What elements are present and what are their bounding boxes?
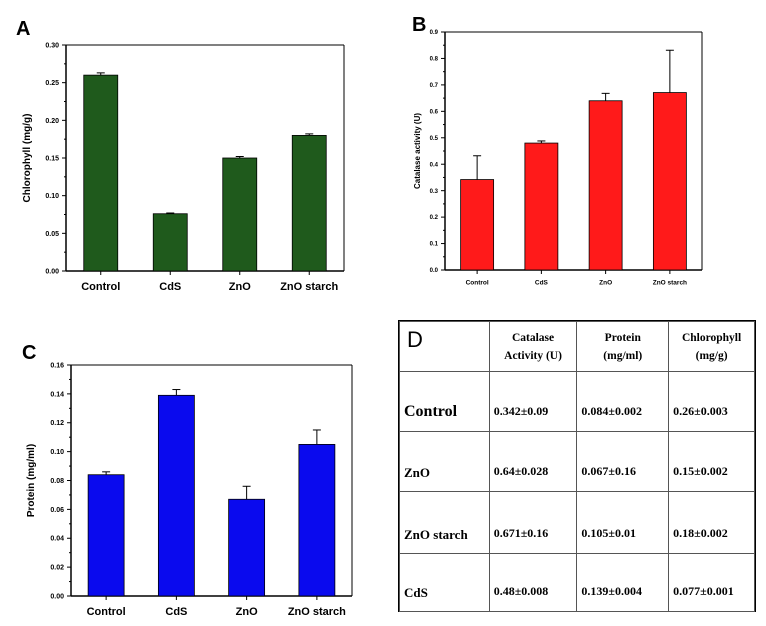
- y-tick-label: 0.08: [50, 478, 64, 485]
- bar-zno: [588, 100, 623, 271]
- cell-chlorophyll: 0.18±0.002: [668, 491, 755, 554]
- cell-chlorophyll: 0.26±0.003: [668, 371, 755, 432]
- y-tick-label: 0.15: [45, 155, 59, 162]
- table-d: D Catalase Activity (U) Protein (mg/ml) …: [398, 320, 756, 612]
- row-label: ZnO: [399, 431, 490, 492]
- x-tick-label: ZnO: [229, 281, 251, 293]
- bar-zno: [222, 157, 258, 272]
- row-label: CdS: [399, 553, 490, 612]
- y-tick-label: 0.10: [45, 193, 59, 200]
- x-tick-label: CdS: [165, 606, 187, 618]
- row-label: ZnO starch: [399, 491, 490, 554]
- header-protein-line1: Protein: [604, 331, 641, 344]
- x-tick-label: CdS: [159, 281, 181, 293]
- x-tick-label: ZnO starch: [288, 606, 346, 618]
- y-tick-label: 0.14: [50, 391, 64, 398]
- y-tick-label: 0.25: [45, 80, 59, 87]
- cell-protein: 0.067±0.16: [576, 431, 670, 492]
- bar-zno: [228, 498, 266, 597]
- header-protein-line2: (mg/ml): [603, 349, 643, 362]
- y-tick-label: 0.05: [45, 231, 59, 238]
- panel-label-c: C: [22, 342, 37, 364]
- x-tick-label: Control: [87, 606, 126, 618]
- bar-cds: [524, 142, 559, 271]
- header-chlorophyll-line2: (mg/g): [695, 349, 728, 362]
- y-tick-label: 0.00: [50, 593, 64, 600]
- header-catalase: Catalase Activity (U): [488, 321, 578, 372]
- table-row: CdS 0.48±0.008 0.139±0.004 0.077±0.001: [399, 553, 755, 612]
- cell-protein: 0.105±0.01: [576, 491, 670, 554]
- table-row: ZnO starch 0.671±0.16 0.105±0.01 0.18±0.…: [399, 491, 755, 554]
- y-tick-label: 0.7: [430, 83, 439, 89]
- header-chlorophyll: Chlorophyll (mg/g): [668, 321, 755, 372]
- panel-label-a: A: [16, 18, 31, 40]
- y-tick-label: 0.4: [430, 162, 439, 168]
- bar-control: [83, 74, 119, 272]
- y-tick-label: 0.5: [430, 136, 439, 142]
- cell-protein: 0.084±0.002: [576, 371, 670, 432]
- y-tick-label: 0.10: [50, 449, 64, 456]
- header-protein: Protein (mg/ml): [576, 321, 670, 372]
- y-tick-label: 0.16: [50, 362, 64, 369]
- y-tick-label: 0.1: [430, 242, 439, 248]
- x-tick-label: Control: [81, 281, 120, 293]
- x-tick-label: ZnO starch: [653, 280, 687, 287]
- bar-control: [460, 179, 495, 271]
- header-catalase-line2: Activity (U): [504, 349, 562, 362]
- y-tick-label: 0.9: [430, 30, 439, 36]
- y-axis-title: Protein (mg/ml): [26, 444, 37, 517]
- table-row: ZnO 0.64±0.028 0.067±0.16 0.15±0.002: [399, 431, 755, 492]
- header-catalase-line1: Catalase: [511, 331, 555, 344]
- chart-c-protein: 0.00 0.02 0.04 0.06 0.08 0.10 0.12 0.14 0.16 Cont…: [26, 362, 353, 618]
- panel-label-b: B: [412, 14, 427, 36]
- y-tick-label: 0.6: [430, 109, 439, 115]
- bar-cds: [152, 213, 188, 272]
- bar-zno-starch: [291, 134, 327, 272]
- x-tick-label: ZnO starch: [280, 281, 338, 293]
- y-tick-label: 0.04: [50, 536, 64, 543]
- y-tick-label: 0.2: [430, 215, 439, 221]
- cell-catalase: 0.671±0.16: [488, 491, 578, 554]
- cell-catalase: 0.48±0.008: [488, 553, 578, 612]
- x-tick-label: ZnO: [599, 280, 612, 287]
- row-label: Control: [399, 371, 490, 432]
- x-tick-label: CdS: [535, 280, 549, 287]
- cell-catalase: 0.342±0.09: [488, 371, 578, 432]
- y-tick-label: 0.02: [50, 565, 64, 572]
- y-axis-title: Chlorophyll (mg/g): [22, 114, 33, 203]
- x-tick-label: ZnO: [236, 606, 258, 618]
- cell-catalase: 0.64±0.028: [488, 431, 578, 492]
- y-tick-label: 0.12: [50, 420, 64, 427]
- header-chlorophyll-line1: Chlorophyll: [681, 331, 742, 344]
- bar-zno-starch: [652, 92, 687, 271]
- table-corner-cell: [399, 321, 490, 372]
- cell-protein: 0.139±0.004: [576, 553, 670, 612]
- bar-cds: [157, 394, 195, 597]
- cell-chlorophyll: 0.077±0.001: [668, 553, 755, 612]
- summary-table: Catalase Activity (U) Protein (mg/ml) Ch…: [399, 321, 755, 612]
- y-tick-label: 0.20: [45, 118, 59, 125]
- chart-b-catalase: 0.0 0.1 0.2 0.3 0.4 0.5 0.6 0.7 0.8 0.9 Control CdS…: [413, 30, 703, 287]
- y-tick-label: 0.30: [45, 42, 59, 49]
- y-tick-label: 0.00: [45, 268, 59, 275]
- y-tick-label: 0.06: [50, 507, 64, 514]
- chart-a-chlorophyll: 0.00 0.05 0.10 0.15 0.20 0.25 0.30 Control CdS Zn…: [22, 42, 345, 293]
- cell-chlorophyll: 0.15±0.002: [668, 431, 755, 492]
- bar-zno-starch: [298, 444, 336, 597]
- y-tick-label: 0.8: [430, 57, 439, 63]
- bar-control: [87, 474, 125, 597]
- y-tick-label: 0.3: [430, 189, 439, 195]
- y-axis-title: Catalase activity (U): [413, 113, 422, 189]
- table-row: Control 0.342±0.09 0.084±0.002 0.26±0.00…: [399, 371, 755, 432]
- y-tick-label: 0.0: [430, 268, 439, 274]
- table-header-row: Catalase Activity (U) Protein (mg/ml) Ch…: [399, 321, 755, 372]
- x-tick-label: Control: [466, 280, 489, 287]
